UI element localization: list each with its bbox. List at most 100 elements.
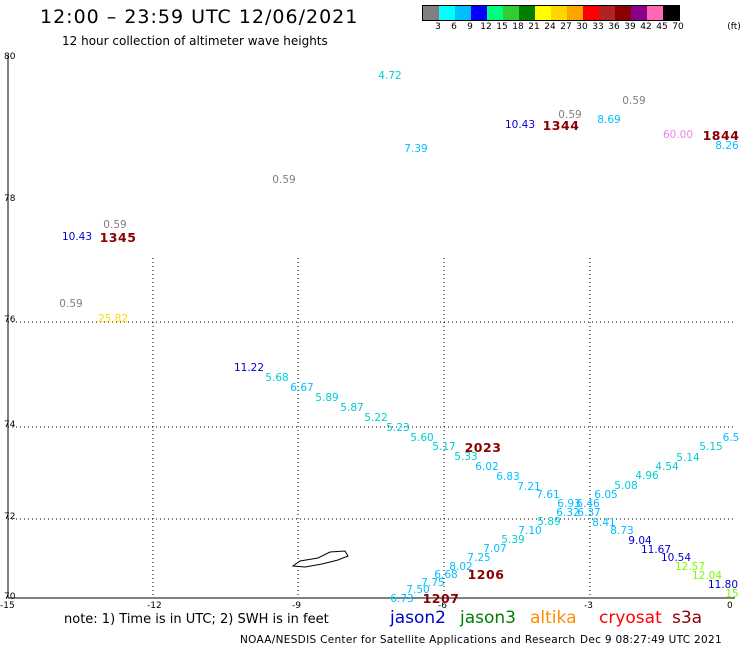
wave-height-value: 6.05	[594, 489, 618, 501]
pass-time-label: 1344	[542, 118, 580, 133]
lat-tick-label: 76	[4, 315, 16, 325]
wave-height-value: 0.59	[558, 109, 582, 121]
color-swatch	[503, 6, 519, 20]
pass-time-label: 1206	[467, 567, 505, 582]
color-swatch	[439, 6, 455, 20]
color-swatch	[551, 6, 567, 20]
wave-height-value: 8.69	[597, 114, 621, 126]
color-scale-label: 42	[640, 22, 652, 32]
lat-tick-label: 72	[4, 512, 16, 522]
legend-item-s3a: s3a	[672, 608, 703, 628]
lat-lon-grid	[8, 258, 735, 598]
lat-tick-label: 78	[4, 194, 16, 204]
wave-height-value: 7.75	[421, 577, 445, 589]
wave-height-value: 10.43	[61, 231, 93, 243]
wave-height-value: 15	[725, 588, 739, 600]
wave-height-value: 5.23	[386, 422, 410, 434]
wave-height-value: 6.5	[722, 432, 740, 444]
color-swatch	[647, 6, 663, 20]
color-scale-label: 33	[592, 22, 604, 32]
page-title: 12:00 – 23:59 UTC 12/06/2021	[40, 6, 359, 28]
note-text: note: 1) Time is in UTC; 2) SWH is in fe…	[64, 612, 329, 627]
color-swatch	[423, 6, 439, 20]
color-scale-label: 9	[467, 22, 473, 32]
pass-time-label: 1345	[99, 230, 137, 245]
wave-height-value: 5.22	[364, 412, 388, 424]
wave-height-value: 60.00	[662, 129, 694, 141]
wave-height-value: 5.89	[537, 516, 561, 528]
wave-height-value: 6.37	[577, 507, 601, 519]
color-swatch	[583, 6, 599, 20]
wave-height-value: 7.61	[536, 489, 560, 501]
wave-height-value: 6.83	[496, 471, 520, 483]
lon-tick-label: -6	[438, 601, 447, 611]
wave-height-value: 25.82	[97, 313, 129, 325]
color-swatch	[631, 6, 647, 20]
color-scale-label: 6	[451, 22, 457, 32]
credit-text: NOAA/NESDIS Center for Satellite Applica…	[240, 634, 576, 646]
wave-height-value: 8.26	[715, 140, 739, 152]
color-scale-label: 27	[560, 22, 572, 32]
color-swatch	[615, 6, 631, 20]
wave-height-value: 0.59	[59, 298, 83, 310]
wave-height-value: 7.21	[517, 481, 541, 493]
generated-timestamp: Dec 9 08:27:49 UTC 2021	[580, 634, 722, 646]
wave-height-value: 5.15	[699, 441, 723, 453]
wave-height-value: 11.67	[640, 544, 672, 556]
wave-height-value: 5.08	[614, 480, 638, 492]
wave-height-value: 5.39	[501, 534, 525, 546]
color-scale-bar	[422, 5, 680, 21]
color-swatch	[487, 6, 503, 20]
wave-height-value: 6.68	[434, 569, 458, 581]
wave-height-value: 9.04	[628, 535, 652, 547]
lat-tick-label: 80	[4, 52, 16, 62]
lon-tick-label: 0	[727, 601, 733, 611]
color-swatch	[455, 6, 471, 20]
wave-height-value: 5.60	[410, 432, 434, 444]
wave-height-value: 4.96	[635, 470, 659, 482]
color-swatch	[599, 6, 615, 20]
color-scale-unit: (ft)	[727, 22, 740, 32]
wave-height-value: 11.22	[233, 362, 265, 374]
lon-tick-label: -9	[292, 601, 301, 611]
wave-height-value: 11.80	[707, 579, 739, 591]
color-scale-label: 36	[608, 22, 620, 32]
island-outline-jan-mayen	[291, 550, 349, 568]
legend-item-jason3: jason3	[460, 608, 516, 628]
wave-height-value: 6.73	[390, 593, 414, 605]
wave-height-value: 10.54	[660, 552, 692, 564]
wave-height-value: 0.59	[622, 95, 646, 107]
wave-height-value: 5.33	[454, 451, 478, 463]
lat-tick-label: 70	[4, 592, 16, 602]
color-scale-label: 70	[672, 22, 684, 32]
wave-height-value: 7.39	[404, 143, 428, 155]
wave-height-value: 8.73	[610, 525, 634, 537]
wave-height-value: 7.07	[483, 543, 507, 555]
page-subtitle: 12 hour collection of altimeter wave hei…	[62, 34, 328, 48]
color-scale-labels: (ft) 3 6 9 12 15 18 21 24 27 30 33 36 39 42 45 70	[422, 22, 740, 34]
wave-height-value: 0.59	[272, 174, 296, 186]
wave-height-value: 4.54	[655, 461, 679, 473]
legend-item-cryosat: cryosat	[599, 608, 662, 628]
color-scale-label: 24	[544, 22, 556, 32]
wave-height-value: 7.25	[467, 552, 491, 564]
color-swatch	[519, 6, 535, 20]
lon-tick-label: -3	[584, 601, 593, 611]
lon-tick-label: -15	[0, 601, 15, 611]
lat-tick-label: 74	[4, 420, 16, 430]
wave-height-value: 5.68	[265, 372, 289, 384]
wave-height-value: 7.50	[406, 584, 430, 596]
wave-height-value: 5.14	[676, 452, 700, 464]
wave-height-value: 7.10	[518, 525, 542, 537]
wave-height-value: 6.67	[290, 382, 314, 394]
wave-height-value: 8.02	[449, 561, 473, 573]
wave-height-value: 6.93	[557, 498, 581, 510]
pass-time-label: 2023	[464, 440, 502, 455]
color-scale-label: 21	[528, 22, 540, 32]
wave-height-value: 5.87	[340, 402, 364, 414]
legend-item-jason2: jason2	[390, 608, 446, 628]
wave-height-value: 6.46	[576, 498, 600, 510]
color-swatch	[663, 6, 679, 20]
lon-tick-label: -12	[147, 601, 162, 611]
